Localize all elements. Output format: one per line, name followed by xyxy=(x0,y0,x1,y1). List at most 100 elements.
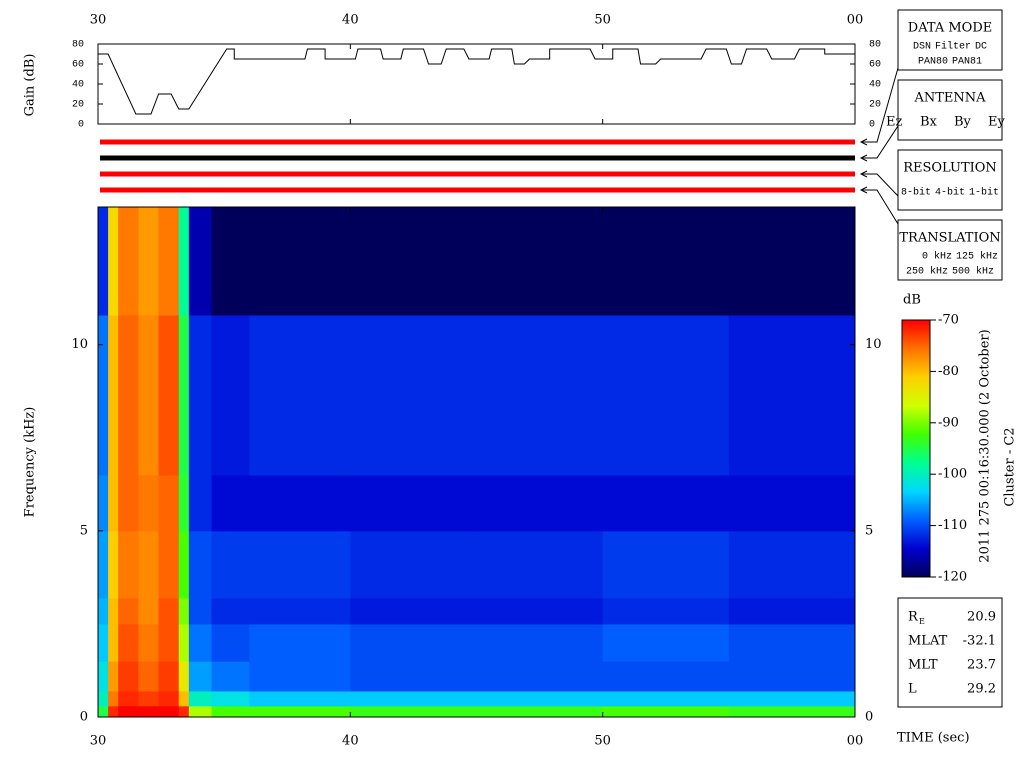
spectrogram-cell xyxy=(211,661,250,692)
spectrogram-cell xyxy=(138,690,160,707)
spectrogram-cell xyxy=(98,623,109,662)
panel-item: 125 kHz xyxy=(956,251,998,263)
x-tick-label: 30 xyxy=(90,734,107,749)
spectrogram-cell xyxy=(476,207,604,316)
y-tick-label: 80 xyxy=(869,40,881,51)
date-caption: 2011 275 00:16:30.000 (2 October) xyxy=(978,329,993,562)
connector-arrow xyxy=(859,154,868,162)
spectrogram-cell xyxy=(178,597,190,625)
spectrogram-cell xyxy=(108,475,119,532)
spectrogram-cell xyxy=(350,661,477,692)
connector-arrow xyxy=(859,138,868,146)
spectrogram-cell xyxy=(98,530,109,599)
spectrogram-cell xyxy=(178,207,190,316)
colorbar-tick-label: -100 xyxy=(938,467,967,482)
colorbar-tick-label: -90 xyxy=(938,415,959,430)
gain-line xyxy=(98,48,855,115)
y-tick-label: 5 xyxy=(865,523,873,538)
panel-title: ANTENNA xyxy=(913,91,986,106)
spectrogram-cell xyxy=(138,661,160,692)
spectrogram-cell xyxy=(476,705,604,718)
spectrogram-cell xyxy=(158,705,180,718)
colorbar-label: dB xyxy=(903,293,921,308)
spectrogram-cell xyxy=(178,530,190,599)
panel-item: Ez xyxy=(886,115,902,130)
spectrogram-cell xyxy=(108,661,119,692)
panel-item: DC xyxy=(975,42,987,53)
spectrogram-cell xyxy=(138,314,160,476)
spectrogram-cell xyxy=(158,597,180,625)
x-tick-label: 40 xyxy=(342,734,359,749)
ephemeris-label: R xyxy=(908,610,919,625)
spectrogram-cell xyxy=(98,705,109,718)
spectrogram-cell xyxy=(178,475,190,532)
spectrogram-cell xyxy=(98,207,109,316)
spectrogram-cell xyxy=(158,661,180,692)
panel-item: PAN81 xyxy=(952,57,982,68)
y-tick-label: 40 xyxy=(72,80,84,91)
gain-y-label: Gain (dB) xyxy=(23,54,38,117)
panel-title: RESOLUTION xyxy=(903,161,997,176)
spectrogram-cell xyxy=(350,314,477,476)
ephemeris-label: MLT xyxy=(908,658,938,673)
spectrogram-cell xyxy=(476,597,604,625)
ephemeris-value: 20.9 xyxy=(967,610,996,625)
spectrogram-cell xyxy=(602,475,730,532)
y-tick-label: 20 xyxy=(72,100,84,111)
spectrogram-cell xyxy=(249,207,351,316)
spectrogram-cell xyxy=(188,690,213,707)
spectrogram-cell xyxy=(118,690,139,707)
spectrogram-cell xyxy=(188,530,213,599)
spectrogram-cell xyxy=(476,661,604,692)
y-tick-label: 60 xyxy=(72,60,84,71)
spectrogram-cell xyxy=(211,623,250,662)
spectrogram-cell xyxy=(249,597,351,625)
spectrogram-cell xyxy=(350,623,477,662)
spectrogram-cell xyxy=(98,475,109,532)
spacecraft-label: Cluster - C2 xyxy=(1003,427,1018,506)
spectrogram-cell xyxy=(158,690,180,707)
y-tick-label: 0 xyxy=(80,710,88,725)
spectrogram-cell xyxy=(728,597,856,625)
y-tick-label: 10 xyxy=(865,337,882,352)
spectrogram-cell xyxy=(728,705,856,718)
spectrogram-cell xyxy=(118,530,139,599)
spectrogram-cell xyxy=(211,530,250,599)
spectrogram-cell xyxy=(728,690,856,707)
spectrogram-cell xyxy=(108,690,119,707)
freq-y-label: Frequency (kHz) xyxy=(23,407,38,518)
panel-title: DATA MODE xyxy=(908,21,992,36)
spectrogram-cell xyxy=(476,314,604,476)
panel-item: 4-bit xyxy=(935,187,965,199)
spectrogram-cell xyxy=(249,530,351,599)
colorbar-tick-label: -80 xyxy=(938,364,959,379)
spectrogram-cell xyxy=(350,207,477,316)
spectrogram-cell xyxy=(178,690,190,707)
x-tick-label: 00 xyxy=(847,734,864,749)
panel-item: Filter xyxy=(935,41,971,53)
spectrogram-cell xyxy=(602,661,730,692)
spectrogram-cell xyxy=(602,207,730,316)
spectrogram-cell xyxy=(118,597,139,625)
colorbar-tick-label: -120 xyxy=(938,570,967,585)
spectrogram-cell xyxy=(98,690,109,707)
spectrogram-cell xyxy=(249,623,351,662)
panel-box xyxy=(897,149,1003,211)
y-tick-label: 80 xyxy=(72,40,84,51)
x-tick-label: 50 xyxy=(594,734,611,749)
connector xyxy=(861,125,899,159)
spectrogram-cell xyxy=(158,475,180,532)
spectrogram-cell xyxy=(108,207,119,316)
spectrogram-cell xyxy=(728,475,856,532)
spectrogram-cell xyxy=(138,597,160,625)
spectrogram-cell xyxy=(249,705,351,718)
x-tick-label: 00 xyxy=(847,13,864,28)
y-tick-label: 40 xyxy=(869,80,881,91)
spectrogram-cell xyxy=(211,690,250,707)
panel-item: Ey xyxy=(988,115,1005,130)
spectrogram-cell xyxy=(211,597,250,625)
spectrogram-cell xyxy=(138,623,160,662)
x-axis-label: TIME (sec) xyxy=(897,731,970,746)
y-tick-label: 0 xyxy=(78,120,84,131)
